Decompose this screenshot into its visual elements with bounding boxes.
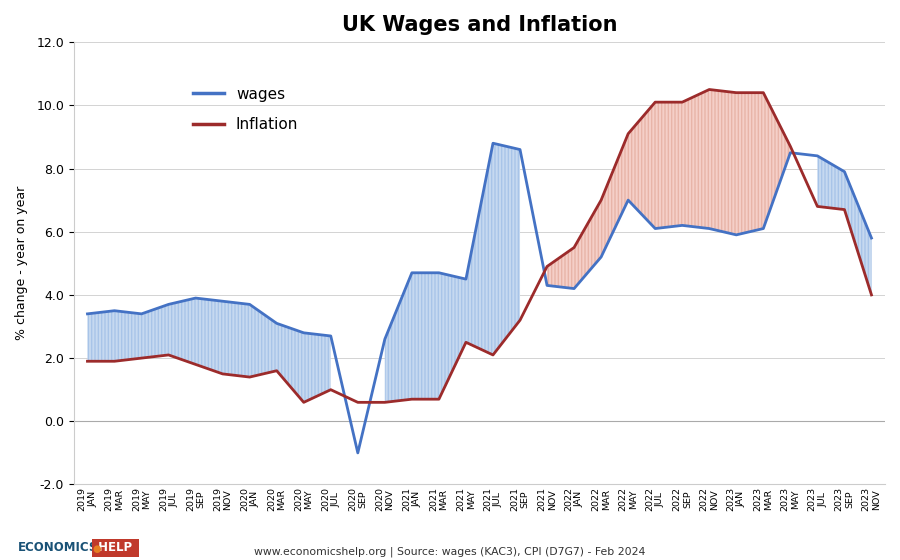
Text: ●: ● <box>93 544 101 554</box>
Text: www.economicshelp.org | Source: wages (KAC3), CPI (D7G7) - Feb 2024: www.economicshelp.org | Source: wages (K… <box>255 547 645 557</box>
Y-axis label: % change - year on year: % change - year on year <box>15 186 28 340</box>
Legend: wages, Inflation: wages, Inflation <box>187 81 304 138</box>
Title: UK Wages and Inflation: UK Wages and Inflation <box>342 15 617 35</box>
Text: ECONOMICS: ECONOMICS <box>18 542 98 554</box>
Text: HELP: HELP <box>94 542 137 554</box>
